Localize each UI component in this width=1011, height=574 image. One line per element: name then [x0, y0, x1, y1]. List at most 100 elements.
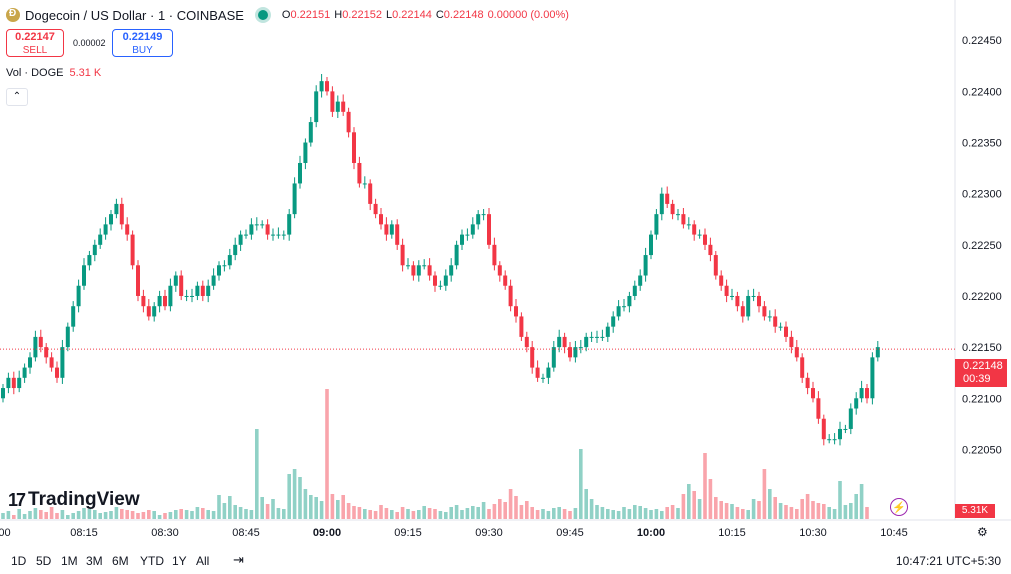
volume-bar [346, 503, 351, 519]
volume-bar [265, 504, 270, 519]
candle-body [265, 224, 270, 235]
collapse-legend-chevron-up-icon[interactable]: ⌃ [6, 88, 28, 106]
symbol-header[interactable]: Dogecoin / US Dollar · 1 · COINBASE O0.2… [6, 6, 573, 24]
volume-bar [681, 494, 686, 519]
date-range-calendar-icon[interactable]: ⇥ [233, 552, 244, 567]
candle-body [33, 336, 38, 358]
timeframe-1d[interactable]: 1D [11, 554, 27, 568]
volume-bar [557, 507, 561, 519]
candle-body [238, 234, 243, 245]
candle-body [703, 234, 707, 245]
candle-body [44, 347, 49, 358]
lightning-icon[interactable]: ⚡ [890, 498, 908, 516]
volume-legend[interactable]: Vol · DOGE 5.31 K [6, 67, 101, 79]
candle-body [308, 122, 313, 143]
x-tick-label: :00 [0, 527, 11, 539]
volume-bar [341, 495, 345, 519]
timeframe-1y[interactable]: 1Y [172, 554, 187, 568]
candle-body [627, 295, 632, 307]
volume-bar [757, 501, 761, 519]
volume-bar [417, 510, 421, 519]
candle-body [325, 81, 329, 92]
volume-bar [660, 511, 664, 519]
candle-body [298, 162, 302, 184]
volume-bar [292, 469, 297, 519]
x-tick-label: 10:15 [718, 527, 746, 539]
candle-body [406, 265, 410, 267]
candle-body [535, 367, 540, 378]
candle-body [643, 255, 648, 276]
volume-bar [1, 513, 5, 519]
volume-bar [363, 509, 367, 519]
volume-bar [244, 509, 248, 519]
volume-bar [600, 507, 605, 519]
volume-bar [12, 515, 16, 519]
bar-countdown: 00:39 [963, 373, 991, 385]
candle-body [821, 418, 826, 440]
volume-bar [238, 507, 243, 519]
volume-bar [152, 511, 156, 519]
candle-body [713, 255, 718, 276]
utc-clock[interactable]: 10:47:21 UTC+5:30 [895, 554, 1001, 568]
timeframe-3m[interactable]: 3M [86, 554, 103, 568]
timeframe-5d[interactable]: 5D [36, 554, 52, 568]
volume-bar [379, 505, 383, 519]
candle-body [427, 265, 432, 276]
volume-bar [454, 505, 459, 519]
candle-body [757, 295, 761, 307]
candle-body [163, 295, 167, 307]
volume-bar [746, 510, 750, 519]
volume-bar [314, 497, 318, 519]
volume-bar [859, 484, 864, 519]
volume-bar [201, 508, 205, 519]
volume-bar [579, 449, 583, 519]
candle-body [784, 326, 788, 337]
y-tick-label: 0.22250 [962, 240, 1002, 252]
timeframe-6m[interactable]: 6M [112, 554, 129, 568]
candle-body [346, 111, 351, 133]
buy-button[interactable]: 0.22149 BUY [112, 29, 173, 57]
sell-button[interactable]: 0.22147 SELL [6, 29, 64, 57]
volume-bar [217, 495, 221, 519]
candle-body [778, 326, 783, 328]
candle-body [87, 255, 92, 266]
volume-bar [449, 507, 453, 519]
candle-body [568, 347, 572, 358]
candle-body [854, 398, 859, 409]
timeframe-1m[interactable]: 1M [61, 554, 78, 568]
tradingview-logo[interactable]: 17 TradingView [8, 489, 140, 511]
x-tick-label: 10:00 [637, 527, 665, 539]
volume-bar [390, 510, 394, 519]
candle-body [60, 347, 65, 378]
candle-body [179, 275, 184, 296]
candle-body [130, 234, 135, 266]
volume-bar [784, 505, 788, 519]
volume-bar [163, 513, 167, 519]
timeframe-ytd[interactable]: YTD [140, 554, 164, 568]
volume-bar [271, 499, 275, 519]
volume-bar [179, 509, 183, 519]
volume-bar [541, 509, 545, 519]
volume-label: Vol · DOGE [6, 67, 64, 79]
candle-body [746, 295, 751, 317]
candle-body [789, 336, 794, 348]
candle-body [800, 357, 805, 378]
candle-body [843, 428, 848, 430]
symbol-title[interactable]: Dogecoin / US Dollar · 1 · COINBASE [25, 7, 244, 23]
candle-body [530, 347, 535, 368]
volume-bar [109, 511, 113, 519]
settings-gear-icon[interactable]: ⚙ [977, 525, 988, 539]
candle-body [865, 388, 869, 399]
timeframe-all[interactable]: All [196, 554, 210, 568]
candle-body [422, 265, 427, 267]
candle-body [481, 214, 486, 216]
volume-bar [66, 515, 70, 519]
last-price-tag: 0.22148 00:39 [955, 359, 1007, 387]
candle-body [227, 255, 232, 266]
y-tick-label: 0.22350 [962, 138, 1002, 150]
candle-body [476, 214, 481, 225]
candle-body [497, 265, 502, 276]
volume-bar [55, 513, 59, 519]
volume-bar [762, 469, 767, 519]
